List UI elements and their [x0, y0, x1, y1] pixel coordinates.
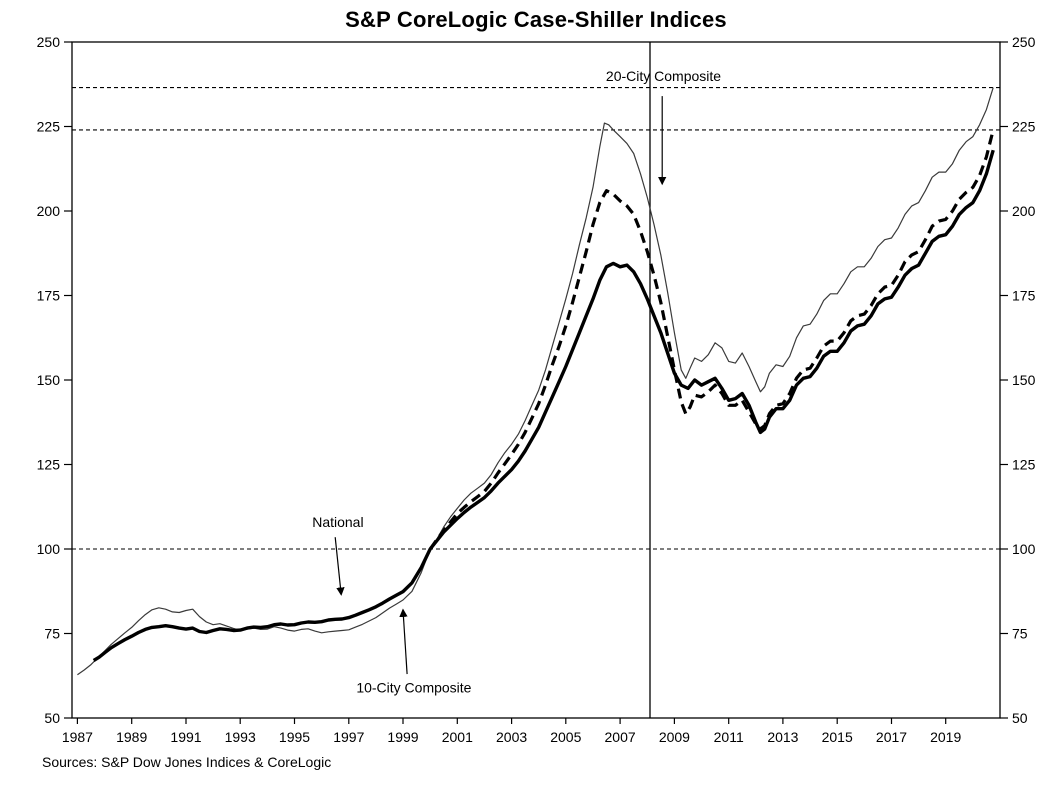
y-tick-label-left: 125: [37, 457, 61, 473]
x-tick-label: 2015: [822, 729, 853, 745]
annotation-arrow-national: [334, 537, 345, 596]
x-tick-label: 2007: [605, 729, 636, 745]
annotation-arrow-10-city-composite: [399, 608, 408, 675]
series-lines: [77, 87, 995, 676]
reference-lines: [72, 42, 1000, 718]
x-tick-label: 2009: [659, 729, 690, 745]
y-tick-label-right: 125: [1012, 457, 1036, 473]
x-tick-label: 1999: [387, 729, 418, 745]
y-tick-label-right: 50: [1012, 710, 1028, 726]
y-tick-label-right: 175: [1012, 288, 1036, 304]
chart-title: S&P CoreLogic Case-Shiller Indices: [345, 7, 727, 32]
y-tick-label-right: 250: [1012, 34, 1036, 50]
x-tick-label: 2011: [714, 729, 744, 745]
y-tick-label-right: 100: [1012, 541, 1036, 557]
y-tick-label-left: 250: [37, 34, 61, 50]
annotation-label-20-city-composite: 20-City Composite: [606, 68, 721, 84]
y-tick-label-left: 50: [44, 710, 60, 726]
x-tick-label: 1989: [116, 729, 147, 745]
x-tick-label: 2013: [767, 729, 798, 745]
y-tick-label-left: 200: [37, 203, 61, 219]
x-tick-label: 2017: [876, 729, 907, 745]
x-tick-label: 1987: [62, 729, 93, 745]
x-tick-label: 2001: [442, 729, 473, 745]
y-tick-label-left: 225: [37, 119, 61, 135]
y-axis-left: 50 75 100 125 150 175 200 225 250: [37, 34, 72, 726]
plot-border: [71, 41, 1001, 719]
y-tick-label-right: 150: [1012, 372, 1036, 388]
x-tick-label: 1991: [170, 729, 201, 745]
axes: 50 75 100 125 150 175 200 225 250 50 75 100 125 150 17…: [37, 34, 1036, 745]
y-tick-label-left: 75: [44, 626, 60, 642]
x-tick-label: 2003: [496, 729, 527, 745]
x-tick-label: 2005: [550, 729, 581, 745]
x-tick-label: 1997: [333, 729, 364, 745]
x-tick-label: 2019: [930, 729, 961, 745]
series-20-city-composite: [428, 129, 995, 550]
series-10-city-composite: [77, 87, 994, 676]
y-tick-label-right: 75: [1012, 626, 1028, 642]
x-tick-label: 1995: [279, 729, 310, 745]
x-tick-label: 1993: [225, 729, 256, 745]
y-tick-label-right: 200: [1012, 203, 1036, 219]
y-tick-label-left: 100: [37, 541, 61, 557]
y-tick-label-left: 175: [37, 288, 61, 304]
annotation-label-10-city-composite: 10-City Composite: [356, 680, 471, 696]
x-axis: 1987 1989 1991 1993 1995 1997 1999 2001 2003 2005…: [62, 718, 961, 745]
y-axis-right: 50 75 100 125 150 175 200 225 250: [1000, 34, 1036, 726]
annotations: 20-City Composite National 10-City Composi…: [312, 68, 721, 696]
source-note: Sources: S&P Dow Jones Indices & CoreLog…: [42, 754, 332, 770]
y-tick-label-right: 225: [1012, 119, 1036, 135]
y-tick-label-left: 150: [37, 372, 61, 388]
annotation-label-national: National: [312, 514, 363, 530]
series-national: [92, 149, 995, 662]
